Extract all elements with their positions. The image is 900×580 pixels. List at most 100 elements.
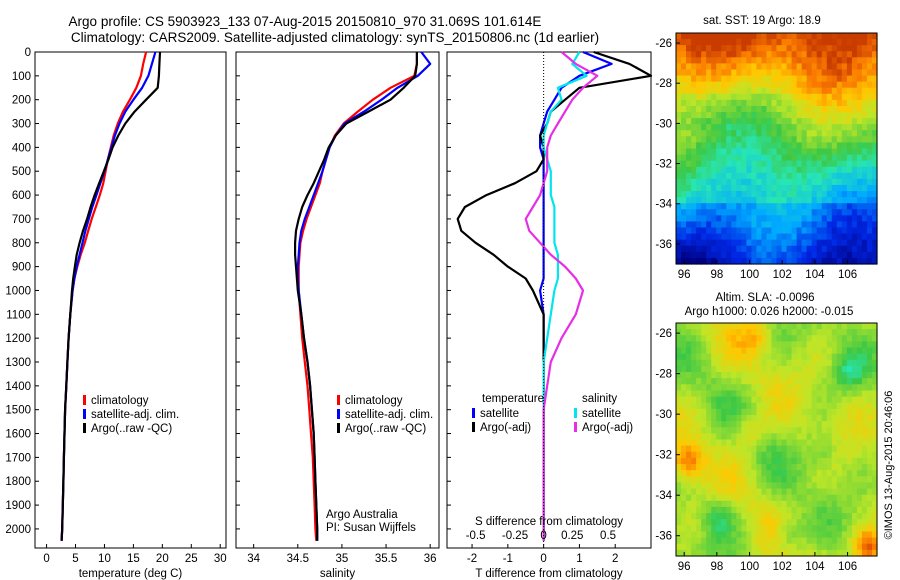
heatmap-cell: [871, 537, 878, 545]
heatmap-cell: [726, 118, 732, 125]
heatmap-cell: [816, 148, 823, 156]
heatmap-cell: [776, 75, 783, 83]
heatmap-cell: [686, 372, 692, 379]
heatmap-cell: [751, 488, 758, 496]
heatmap-cell: [846, 439, 853, 447]
heatmap-cell: [826, 329, 833, 336]
heatmap-cell: [871, 390, 878, 398]
heatmap-cell: [811, 233, 818, 241]
heatmap-cell: [781, 197, 788, 204]
heatmap-cell: [686, 105, 692, 113]
heatmap-cell: [756, 197, 763, 204]
heatmap-cell: [721, 494, 727, 502]
heatmap-cell: [791, 209, 798, 216]
heatmap-cell: [706, 221, 712, 229]
map-x-tick-label: 106: [838, 269, 857, 281]
heatmap-cell: [811, 488, 818, 496]
heatmap-cell: [761, 372, 768, 379]
heatmap-cell: [706, 75, 712, 83]
heatmap-cell: [681, 494, 687, 502]
heatmap-cell: [781, 57, 788, 64]
heatmap-cell: [716, 365, 722, 373]
heatmap-cell: [751, 494, 758, 502]
heatmap-cell: [786, 69, 793, 77]
heatmap-cell: [746, 335, 752, 342]
heatmap-cell: [866, 105, 873, 113]
heatmap-cell: [711, 506, 717, 514]
heatmap-cell: [741, 537, 747, 545]
heatmap-cell: [681, 427, 687, 434]
heatmap-cell: [746, 451, 752, 459]
heatmap-cell: [776, 390, 783, 398]
heatmap-cell: [676, 323, 682, 330]
heatmap-cell: [721, 130, 727, 137]
heatmap-cell: [771, 531, 778, 539]
heatmap-cell: [766, 118, 773, 125]
heatmap-cell: [696, 365, 702, 373]
heatmap-cell: [811, 93, 818, 101]
heatmap-cell: [681, 519, 687, 526]
depth-tick-label: 1400: [5, 381, 31, 393]
heatmap-cell: [816, 402, 823, 410]
heatmap-cell: [716, 347, 722, 355]
heatmap-cell: [841, 476, 848, 484]
heatmap-cell: [696, 378, 702, 385]
heatmap-cell: [866, 257, 873, 265]
heatmap-cell: [871, 494, 878, 502]
heatmap-cell: [796, 112, 803, 119]
heatmap-cell: [761, 506, 768, 514]
heatmap-cell: [776, 142, 783, 150]
heatmap-cell: [761, 221, 768, 229]
heatmap-cell: [751, 359, 758, 367]
heatmap-cell: [781, 142, 788, 150]
heatmap-cell: [706, 488, 712, 496]
heatmap-cell: [676, 464, 682, 471]
heatmap-cell: [716, 427, 722, 434]
heatmap-cell: [726, 513, 732, 520]
heatmap-cell: [771, 227, 778, 235]
legend-swatch: [83, 409, 86, 419]
heatmap-cell: [851, 118, 858, 125]
heatmap-cell: [761, 75, 768, 83]
heatmap-cell: [791, 178, 798, 186]
heatmap-cell: [811, 323, 818, 330]
heatmap-cell: [681, 191, 687, 198]
heatmap-cell: [741, 239, 747, 247]
heatmap-cell: [816, 433, 823, 441]
heatmap-cell: [781, 347, 788, 355]
map-y-tick-label: -32: [655, 450, 672, 462]
heatmap-cell: [756, 51, 763, 58]
heatmap-cell: [861, 384, 868, 392]
heatmap-cell: [731, 227, 737, 235]
heatmap-cell: [731, 421, 737, 428]
heatmap-cell: [736, 451, 742, 459]
heatmap-cell: [701, 396, 707, 404]
heatmap-cell: [811, 215, 818, 223]
heatmap-cell: [721, 257, 727, 265]
heatmap-cell: [756, 531, 763, 539]
heatmap-cell: [861, 390, 868, 398]
heatmap-cell: [686, 506, 692, 514]
heatmap-cell: [731, 209, 737, 216]
heatmap-cell: [831, 347, 838, 355]
heatmap-cell: [801, 384, 808, 392]
heatmap-cell: [856, 476, 863, 484]
heatmap-cell: [771, 154, 778, 162]
heatmap-cell: [831, 221, 838, 229]
heatmap-cell: [696, 537, 702, 545]
heatmap-cell: [731, 233, 737, 241]
heatmap-cell: [706, 93, 712, 101]
heatmap-cell: [786, 482, 793, 490]
heatmap-cell: [711, 494, 717, 502]
heatmap-cell: [736, 372, 742, 379]
heatmap-cell: [741, 543, 747, 551]
heatmap-cell: [766, 136, 773, 144]
heatmap-cell: [846, 384, 853, 392]
heatmap-cell: [871, 33, 878, 40]
heatmap-cell: [766, 197, 773, 204]
heatmap-cell: [841, 519, 848, 526]
heatmap-cell: [781, 136, 788, 144]
heatmap-cell: [751, 384, 758, 392]
heatmap-cell: [701, 494, 707, 502]
